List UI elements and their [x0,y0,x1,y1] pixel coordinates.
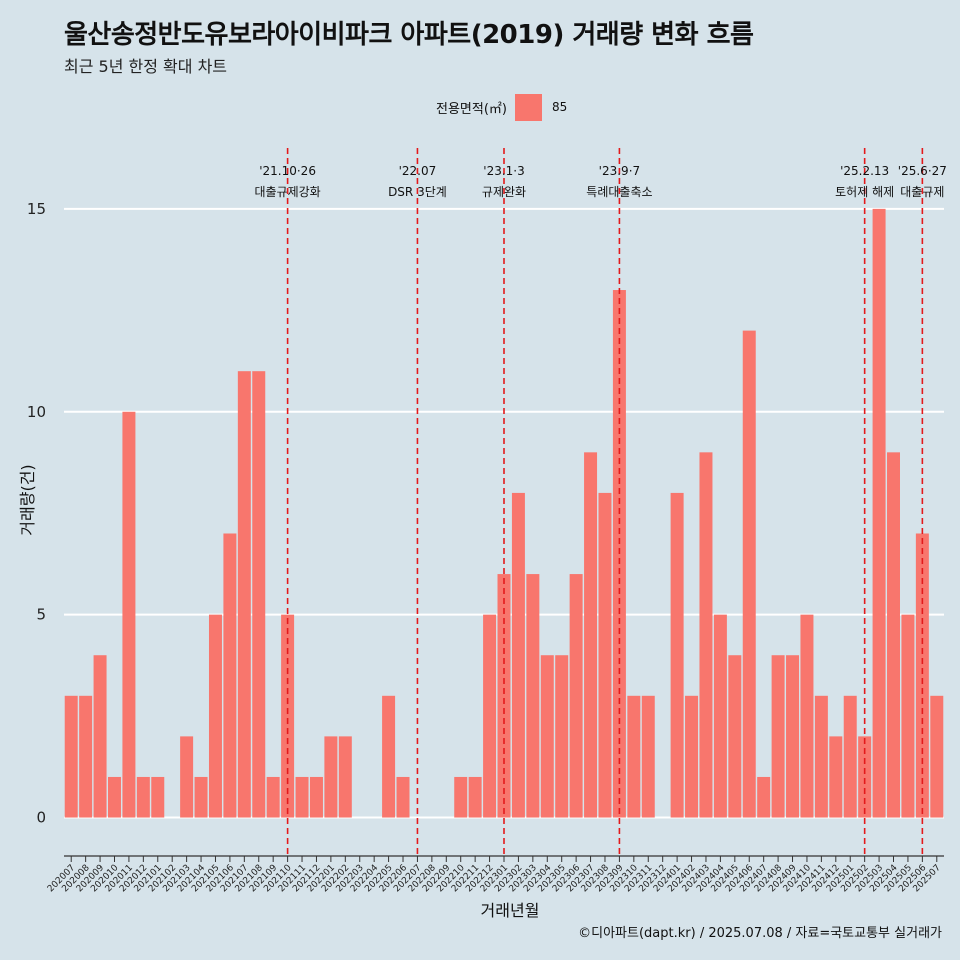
legend-label: 85 [551,100,568,114]
bar [685,695,699,818]
event-label: 특례대출축소 [586,185,652,199]
event-date-label: '23.9·7 [599,164,640,178]
bar [757,776,771,818]
bar [915,533,929,818]
chart-title: 울산송정반도유보라아이비파크 아파트(2019) 거래량 변화 흐름 [64,20,754,50]
bar [324,736,338,818]
bar [136,776,150,818]
bar [742,330,756,818]
event-label: 규제완화 [482,185,526,199]
bar [901,614,915,818]
bar [497,574,511,818]
y-tick-label: 10 [27,403,46,421]
bar [309,776,323,818]
bar [93,655,107,818]
y-axis-title: 거래량(건) [18,464,37,535]
bar [79,695,93,818]
bar [814,695,828,818]
bar [843,695,857,818]
bar [569,574,583,818]
event-date-label: '25.2.13 [840,164,889,178]
event-label: DSR 3단계 [388,185,447,199]
legend-key [514,93,542,121]
source-caption: ©디아파트(dapt.kr) / 2025.07.08 / 자료=국토교통부 실… [578,926,942,941]
bar [858,736,872,818]
bar [887,452,900,818]
bar [483,614,497,818]
bar [338,736,352,818]
event-label: 대출규제강화 [254,185,320,199]
chart-subtitle: 최근 5년 한정 확대 차트 [64,57,228,76]
bar [180,736,194,818]
bar [151,776,165,818]
bar [786,655,800,818]
bar [295,776,309,818]
event-label: 대출규제 [900,185,944,199]
bar [526,574,540,818]
bar [584,452,598,818]
bar [728,655,742,818]
y-tick-label: 5 [36,606,46,624]
legend-title: 전용면적(㎡) [436,101,507,117]
y-tick-label: 0 [36,809,46,827]
bar [641,695,655,818]
event-label: 토허제 해제 [835,185,894,199]
bar [64,695,78,818]
bar [670,492,684,818]
bar [872,208,886,818]
bar [930,695,944,818]
event-date-label: '21.10·26 [259,164,316,178]
bar [108,776,121,818]
bar [555,655,569,818]
bar [800,614,814,818]
bar [223,533,237,818]
bar [699,452,713,818]
bar [237,371,251,818]
bar [382,695,396,818]
event-date-label: '22.07 [399,164,437,178]
bar [511,492,525,818]
bar [194,776,208,818]
event-date-label: '23.1·3 [483,164,524,178]
y-tick-label: 15 [27,200,46,218]
bar [468,776,482,818]
bar [281,614,295,818]
legend: 전용면적(㎡) 85 [436,93,567,121]
bar [454,776,468,818]
bar [829,736,843,818]
bar [208,614,222,818]
bar [771,655,785,818]
bar [396,776,410,818]
event-date-label: '25.6·27 [898,164,947,178]
bar [266,776,280,818]
bar [122,411,136,818]
bar [598,492,612,818]
bar [713,614,727,818]
bar [252,371,266,818]
x-axis-title: 거래년월 [481,901,540,920]
bar [540,655,554,818]
bar [627,695,641,818]
